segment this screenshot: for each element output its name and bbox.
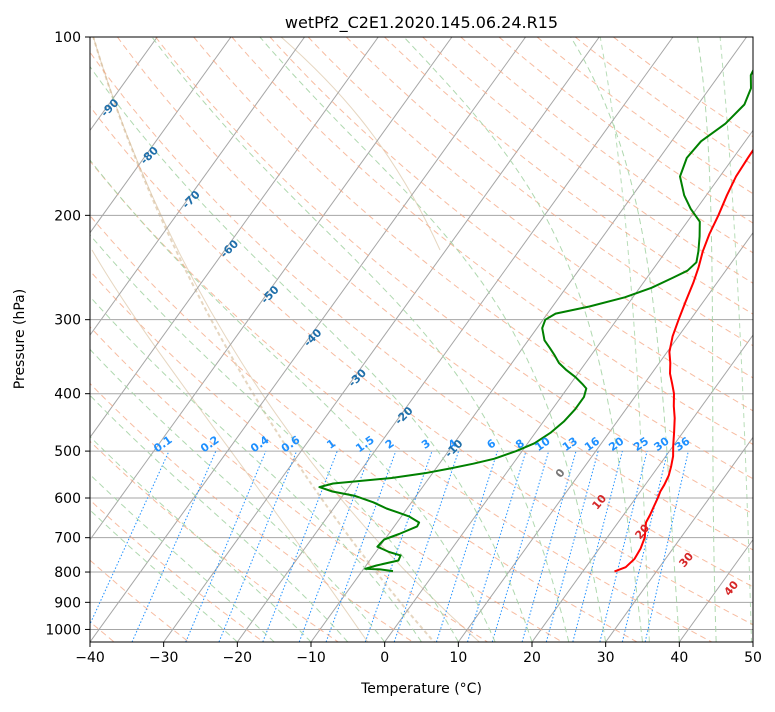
y-tick-label: 700 [54,531,81,547]
y-tick-label: 400 [54,387,81,403]
x-tick-label: −30 [149,650,179,666]
y-tick-label: 200 [54,208,81,224]
x-tick-label: 30 [597,650,615,666]
x-tick-label: 50 [744,650,762,666]
y-tick-label: 900 [54,595,81,611]
x-tick-label: 20 [523,650,541,666]
y-tick-label: 800 [54,565,81,581]
y-axis-label: Pressure (hPa) [12,289,28,389]
x-tick-label: −10 [296,650,326,666]
chart-title: wetPf2_C2E1.2020.145.06.24.R15 [285,13,558,33]
y-tick-label: 500 [54,444,81,460]
x-tick-label: −20 [223,650,253,666]
x-tick-label: 40 [670,650,688,666]
x-tick-label: 10 [449,650,467,666]
y-tick-label: 300 [54,313,81,329]
y-tick-label: 1000 [45,622,81,638]
x-tick-label: 0 [380,650,389,666]
y-tick-label: 100 [54,30,81,46]
x-tick-label: −40 [75,650,105,666]
x-axis-label: Temperature (°C) [360,681,482,697]
y-tick-label: 600 [54,491,81,507]
